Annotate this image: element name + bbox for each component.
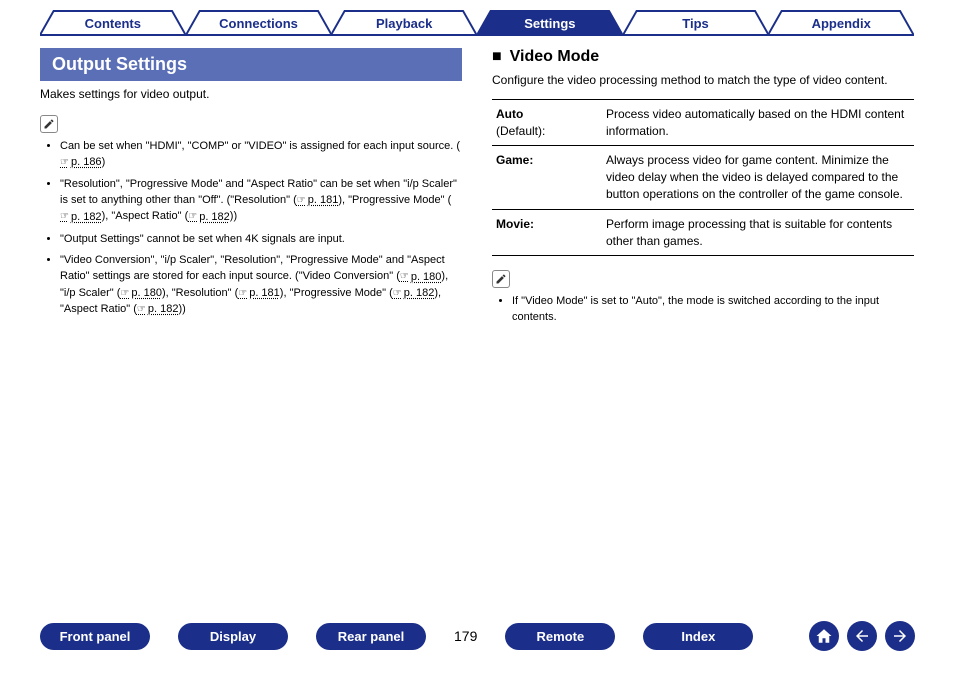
option-value: Process video automatically based on the… bbox=[602, 99, 914, 146]
note-item: If "Video Mode" is set to "Auto", the mo… bbox=[512, 294, 914, 326]
nav-icons bbox=[809, 621, 915, 651]
page-reference-link[interactable]: ☞ p. 182 bbox=[393, 286, 435, 302]
subsection-title: Video Mode bbox=[510, 48, 600, 66]
subsection-description: Configure the video processing method to… bbox=[492, 72, 914, 89]
tab-contents[interactable]: Contents bbox=[40, 10, 186, 36]
subsection-header: ■ Video Mode bbox=[492, 48, 914, 66]
page-reference-link[interactable]: ☞ p. 186 bbox=[60, 155, 102, 171]
display-button[interactable]: Display bbox=[178, 623, 288, 650]
notes-list: If "Video Mode" is set to "Auto", the mo… bbox=[492, 294, 914, 326]
right-column: ■ Video Mode Configure the video process… bbox=[492, 48, 914, 332]
option-value: Always process video for game content. M… bbox=[602, 146, 914, 209]
notes-list: Can be set when "HDMI", "COMP" or "VIDEO… bbox=[40, 139, 462, 318]
home-icon[interactable] bbox=[809, 621, 839, 651]
note-item: "Output Settings" cannot be set when 4K … bbox=[60, 232, 462, 248]
section-description: Makes settings for video output. bbox=[40, 87, 462, 101]
table-row: Movie:Perform image processing that is s… bbox=[492, 209, 914, 256]
rear-panel-button[interactable]: Rear panel bbox=[316, 623, 426, 650]
link-icon: ☞ bbox=[60, 210, 69, 225]
note-item: "Video Conversion", "i/p Scaler", "Resol… bbox=[60, 253, 462, 318]
bottom-bar: Front panel Display Rear panel 179 Remote I… bbox=[0, 621, 954, 651]
link-icon: ☞ bbox=[120, 287, 129, 302]
link-icon: ☞ bbox=[297, 194, 306, 209]
next-page-icon[interactable] bbox=[885, 621, 915, 651]
tab-connections[interactable]: Connections bbox=[186, 10, 332, 36]
link-icon: ☞ bbox=[400, 270, 409, 285]
pencil-icon bbox=[492, 270, 510, 288]
link-icon: ☞ bbox=[137, 303, 146, 318]
page-reference-link[interactable]: ☞ p. 180 bbox=[400, 270, 442, 286]
note-item: "Resolution", "Progressive Mode" and "As… bbox=[60, 177, 462, 225]
table-row: Game:Always process video for game conte… bbox=[492, 146, 914, 209]
option-key: Game: bbox=[492, 146, 602, 209]
front-panel-button[interactable]: Front panel bbox=[40, 623, 150, 650]
prev-page-icon[interactable] bbox=[847, 621, 877, 651]
option-key: Auto(Default): bbox=[492, 99, 602, 146]
square-bullet-icon: ■ bbox=[492, 49, 502, 65]
main-content: Output Settings Makes settings for video… bbox=[0, 40, 954, 332]
page-reference-link[interactable]: ☞ p. 181 bbox=[238, 286, 280, 302]
page-reference-link[interactable]: ☞ p. 182 bbox=[188, 210, 230, 226]
tab-settings[interactable]: Settings bbox=[477, 10, 623, 36]
note-item: Can be set when "HDMI", "COMP" or "VIDEO… bbox=[60, 139, 462, 171]
link-icon: ☞ bbox=[60, 156, 69, 171]
options-table: Auto(Default):Process video automaticall… bbox=[492, 99, 914, 257]
remote-button[interactable]: Remote bbox=[505, 623, 615, 650]
top-nav-tabs: ContentsConnectionsPlaybackSettingsTipsA… bbox=[0, 0, 954, 40]
option-value: Perform image processing that is suitabl… bbox=[602, 209, 914, 256]
page-number: 179 bbox=[454, 628, 477, 644]
page-reference-link[interactable]: ☞ p. 181 bbox=[297, 193, 339, 209]
link-icon: ☞ bbox=[393, 287, 402, 302]
page-reference-link[interactable]: ☞ p. 180 bbox=[120, 286, 162, 302]
option-key: Movie: bbox=[492, 209, 602, 256]
section-title-banner: Output Settings bbox=[40, 48, 462, 81]
index-button[interactable]: Index bbox=[643, 623, 753, 650]
pencil-icon bbox=[40, 115, 58, 133]
tab-playback[interactable]: Playback bbox=[331, 10, 477, 36]
table-row: Auto(Default):Process video automaticall… bbox=[492, 99, 914, 146]
page-reference-link[interactable]: ☞ p. 182 bbox=[137, 302, 179, 318]
page-reference-link[interactable]: ☞ p. 182 bbox=[60, 210, 102, 226]
tab-appendix[interactable]: Appendix bbox=[768, 10, 914, 36]
left-column: Output Settings Makes settings for video… bbox=[40, 48, 462, 332]
link-icon: ☞ bbox=[188, 210, 197, 225]
link-icon: ☞ bbox=[238, 287, 247, 302]
tab-tips[interactable]: Tips bbox=[623, 10, 769, 36]
